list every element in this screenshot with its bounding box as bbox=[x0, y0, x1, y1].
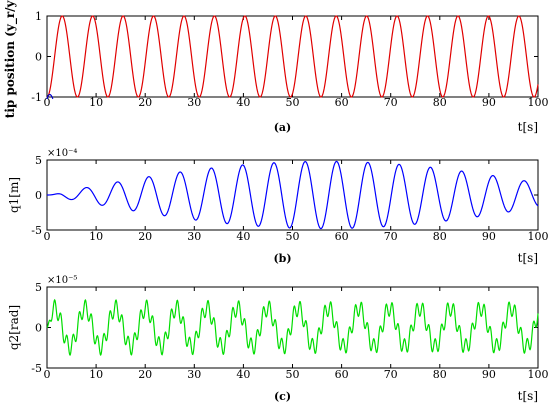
x-tick-label: 20 bbox=[138, 368, 152, 381]
x-tick-label: 10 bbox=[89, 96, 103, 109]
series-line-1-1 bbox=[46, 15, 539, 98]
x-tick-label: 0 bbox=[44, 368, 51, 381]
x-tick-label: 90 bbox=[482, 96, 496, 109]
x-tick-label: 70 bbox=[384, 96, 398, 109]
x-axis-label: t[s] bbox=[518, 251, 538, 265]
y-axis-label: q2[rad] bbox=[7, 305, 21, 350]
y-tick-label: 5 bbox=[35, 154, 42, 167]
x-tick-label: 40 bbox=[236, 368, 250, 381]
plot-frame-2 bbox=[46, 159, 539, 231]
y-tick-label: 0 bbox=[35, 51, 42, 64]
y-axis-label: q1[m] bbox=[7, 177, 21, 213]
x-tick-label: 40 bbox=[236, 230, 250, 243]
x-tick-label: 10 bbox=[89, 230, 103, 243]
x-tick-label: 70 bbox=[384, 230, 398, 243]
x-tick-label: 60 bbox=[335, 230, 349, 243]
x-tick-label: 100 bbox=[528, 230, 549, 243]
x-tick-label: 30 bbox=[187, 368, 201, 381]
series-line-3-1 bbox=[46, 298, 539, 357]
series-line-1-2 bbox=[46, 93, 54, 100]
x-tick-label: 90 bbox=[482, 230, 496, 243]
x-tick-label: 0 bbox=[44, 96, 51, 109]
series-line-2-1 bbox=[47, 160, 539, 230]
x-tick-label: 100 bbox=[528, 96, 549, 109]
x-tick-label: 0 bbox=[44, 230, 51, 243]
x-tick-label: 80 bbox=[433, 230, 447, 243]
x-tick-label: 80 bbox=[433, 96, 447, 109]
plot-frame-1 bbox=[46, 15, 539, 98]
x-tick-label: 60 bbox=[335, 96, 349, 109]
y-tick-label: 5 bbox=[35, 281, 42, 294]
plot-frame-3 bbox=[46, 286, 539, 369]
x-tick-label: 20 bbox=[138, 230, 152, 243]
y-tick-label: 0 bbox=[35, 189, 42, 202]
x-tick-label: 50 bbox=[286, 368, 300, 381]
axis-exponent: ×10⁻⁴ bbox=[47, 148, 77, 159]
x-tick-label: 60 bbox=[335, 368, 349, 381]
y-axis-label: tip position (y_r/y) bbox=[3, 0, 18, 118]
y-tick-label: -5 bbox=[31, 224, 42, 237]
panel-caption: (b) bbox=[273, 252, 291, 265]
x-tick-label: 70 bbox=[384, 368, 398, 381]
y-tick-label: -1 bbox=[31, 91, 42, 104]
y-tick-label: -5 bbox=[31, 362, 42, 375]
x-tick-label: 40 bbox=[236, 96, 250, 109]
x-tick-label: 10 bbox=[89, 368, 103, 381]
y-tick-label: 1 bbox=[35, 10, 42, 23]
x-tick-label: 50 bbox=[286, 230, 300, 243]
x-tick-label: 50 bbox=[286, 96, 300, 109]
x-tick-label: 30 bbox=[187, 230, 201, 243]
x-tick-label: 20 bbox=[138, 96, 152, 109]
panel-caption: (c) bbox=[274, 390, 291, 403]
x-axis-label: t[s] bbox=[518, 389, 538, 403]
x-tick-label: 90 bbox=[482, 368, 496, 381]
x-tick-label: 100 bbox=[528, 368, 549, 381]
y-tick-label: 0 bbox=[35, 322, 42, 335]
x-tick-label: 80 bbox=[433, 368, 447, 381]
x-tick-label: 30 bbox=[187, 96, 201, 109]
axis-exponent: ×10⁻⁵ bbox=[47, 275, 77, 286]
x-axis-label: t[s] bbox=[518, 120, 538, 134]
panel-caption: (a) bbox=[274, 121, 292, 134]
